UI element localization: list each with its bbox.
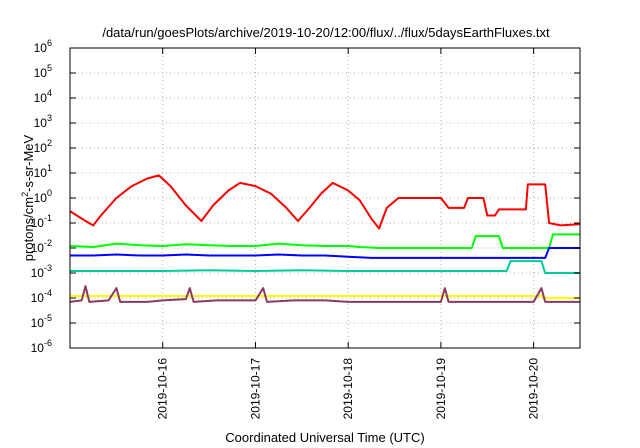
- y-axis-label-rest: -s-sr-MeV: [21, 134, 36, 191]
- y-tick-label-exp: 4: [47, 88, 52, 98]
- y-tick-label: 106: [34, 38, 52, 55]
- y-tick-label-exp: -1: [44, 213, 52, 223]
- y-tick-label-exp: -4: [44, 288, 52, 298]
- series-group: [69, 174, 581, 303]
- y-tick-label: 10-4: [31, 288, 52, 305]
- x-tick-label: 2019-10-19: [434, 358, 448, 420]
- x-tick-label: 2019-10-20: [527, 358, 541, 420]
- y-tick-label-exp: 5: [47, 63, 52, 73]
- y-tick-label-exp: -6: [44, 338, 52, 348]
- y-tick-label: 10-5: [31, 313, 52, 330]
- y-tick-label-exp: -3: [44, 263, 52, 273]
- series-line: [70, 295, 580, 299]
- y-tick-label: 10-3: [31, 263, 52, 280]
- y-tick-label-exp: 3: [47, 113, 52, 123]
- y-tick-label-exp: 2: [47, 138, 52, 148]
- y-tick-label: 101: [34, 163, 52, 180]
- y-tick-label: 102: [34, 138, 52, 155]
- y-tick-label-exp: -2: [44, 238, 52, 248]
- y-tick-label: 100: [34, 188, 52, 205]
- y-axis-label-sup: 2: [20, 192, 30, 197]
- y-axis-label-base: protons/cm: [21, 197, 36, 261]
- y-tick-label-exp: -5: [44, 313, 52, 323]
- x-tick-label: 2019-10-16: [156, 358, 170, 420]
- x-axis: 2019-10-16 2019-10-17 2019-10-18 2019-10-19…: [156, 48, 541, 419]
- y-tick-label: 103: [34, 113, 52, 130]
- series-line: [69, 174, 581, 230]
- series-line: [70, 260, 580, 274]
- y-tick-label-exp: 0: [47, 188, 52, 198]
- y-axis-label: protons/cm2-s-sr-MeV: [20, 134, 36, 261]
- y-axis: 10-610-510-410-310-210-11001011021031041…: [31, 38, 580, 355]
- y-tick-label: 105: [34, 63, 52, 80]
- series-line: [69, 233, 580, 249]
- y-tick-label-exp: 6: [47, 38, 52, 48]
- series-line: [70, 247, 580, 259]
- y-tick-label: 104: [34, 88, 52, 105]
- grid: [70, 48, 580, 348]
- x-tick-label: 2019-10-17: [248, 358, 262, 420]
- series-line: [69, 285, 580, 303]
- y-tick-label: 10-6: [31, 338, 52, 355]
- x-tick-label: 2019-10-18: [341, 358, 355, 420]
- chart-title: /data/run/goesPlots/archive/2019-10-20/1…: [102, 25, 550, 40]
- y-tick-label-exp: 1: [47, 163, 52, 173]
- x-axis-label: Coordinated Universal Time (UTC): [225, 430, 424, 445]
